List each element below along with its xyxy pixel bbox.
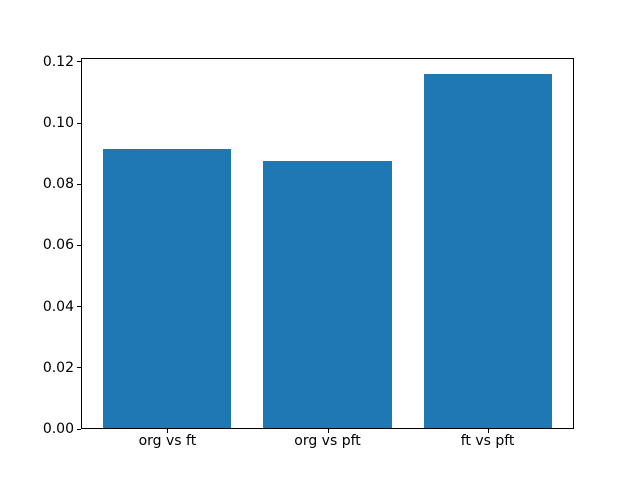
x-tick-label-ft-vs-pft: ft vs pft bbox=[460, 433, 515, 449]
y-tick-label-0.04: 0.04 bbox=[42, 298, 74, 315]
bar-org-vs-ft bbox=[103, 149, 232, 429]
y-tick-label-0.06: 0.06 bbox=[42, 237, 74, 254]
y-tick-label-0.10: 0.10 bbox=[42, 115, 74, 132]
bar-org-vs-pft bbox=[263, 161, 392, 429]
x-tick-org-vs-pft bbox=[327, 429, 329, 433]
y-tick-0.04 bbox=[77, 306, 81, 308]
x-tick-ft-vs-pft bbox=[487, 429, 489, 433]
x-tick-org-vs-ft bbox=[167, 429, 169, 433]
x-tick-label-org-vs-pft: org vs pft bbox=[294, 433, 361, 449]
y-tick-label-0.02: 0.02 bbox=[42, 359, 74, 376]
bar-ft-vs-pft bbox=[423, 74, 552, 429]
y-tick-0.08 bbox=[77, 183, 81, 185]
y-tick-label-0.00: 0.00 bbox=[42, 421, 74, 437]
y-tick-label-0.12: 0.12 bbox=[42, 53, 74, 70]
y-tick-0.02 bbox=[77, 367, 81, 369]
y-tick-0.10 bbox=[77, 122, 81, 124]
y-tick-0.12 bbox=[77, 61, 81, 63]
y-tick-label-0.08: 0.08 bbox=[42, 176, 74, 193]
x-tick-label-org-vs-ft: org vs ft bbox=[138, 433, 197, 449]
y-tick-0.06 bbox=[77, 244, 81, 246]
y-tick-0.00 bbox=[77, 428, 81, 430]
